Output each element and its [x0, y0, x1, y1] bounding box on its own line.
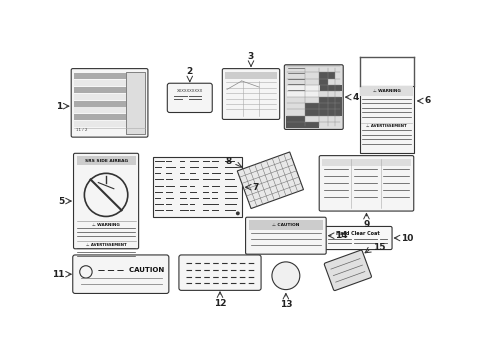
FancyBboxPatch shape: [245, 217, 325, 254]
FancyBboxPatch shape: [152, 157, 241, 217]
Text: 11: 11: [52, 270, 64, 279]
Bar: [248, 220, 323, 230]
Circle shape: [235, 211, 239, 215]
Text: 11 / 2: 11 / 2: [76, 128, 87, 132]
Bar: [327, 72, 334, 78]
Text: 14: 14: [335, 231, 347, 240]
Text: 4: 4: [352, 93, 358, 102]
Circle shape: [271, 262, 299, 289]
Bar: [74, 107, 125, 113]
Bar: [319, 97, 341, 103]
Text: 1: 1: [56, 102, 62, 111]
Bar: [285, 122, 319, 128]
Text: ⚠ AVERTISSEMENT: ⚠ AVERTISSEMENT: [366, 124, 406, 129]
Text: 6: 6: [424, 96, 430, 105]
Text: 13: 13: [279, 300, 291, 309]
Text: SRS SIDE AIRBAG: SRS SIDE AIRBAG: [84, 159, 127, 163]
Text: ⚠ CAUTION: ⚠ CAUTION: [272, 223, 299, 227]
Text: ⚠ AVERTISSEMENT: ⚠ AVERTISSEMENT: [85, 243, 126, 247]
FancyBboxPatch shape: [284, 65, 343, 130]
Bar: [74, 80, 125, 86]
Text: XXXXXXXXXX: XXXXXXXXXX: [176, 89, 203, 93]
FancyBboxPatch shape: [167, 83, 212, 112]
Bar: [225, 72, 276, 80]
Text: 3: 3: [247, 52, 254, 61]
Text: 15: 15: [372, 243, 385, 252]
Bar: [322, 159, 410, 166]
FancyBboxPatch shape: [222, 69, 279, 120]
Bar: [287, 85, 319, 97]
Bar: [319, 85, 341, 91]
Bar: [74, 121, 125, 127]
Text: ⚠ WARNING: ⚠ WARNING: [372, 89, 400, 93]
FancyBboxPatch shape: [71, 69, 148, 137]
Text: Hard Clear Coat: Hard Clear Coat: [335, 231, 379, 236]
Bar: [74, 87, 125, 93]
Bar: [285, 116, 305, 122]
Bar: [74, 114, 125, 120]
Text: 12: 12: [213, 299, 226, 308]
Text: 7: 7: [252, 183, 258, 192]
Bar: [125, 72, 144, 134]
FancyBboxPatch shape: [324, 250, 371, 291]
Text: ⚠ WARNING: ⚠ WARNING: [92, 223, 120, 227]
FancyBboxPatch shape: [73, 153, 138, 249]
Text: — — —  CAUTION: — — — CAUTION: [98, 267, 164, 273]
Bar: [319, 72, 327, 78]
FancyBboxPatch shape: [73, 255, 168, 293]
Bar: [74, 94, 125, 100]
FancyBboxPatch shape: [319, 156, 413, 211]
Bar: [360, 86, 412, 96]
FancyBboxPatch shape: [323, 226, 391, 249]
Text: 5: 5: [58, 197, 64, 206]
Bar: [305, 103, 341, 109]
Bar: [77, 156, 135, 165]
Text: 9: 9: [363, 220, 369, 229]
Text: 2: 2: [186, 67, 192, 76]
FancyBboxPatch shape: [179, 255, 261, 291]
Bar: [74, 100, 125, 107]
FancyBboxPatch shape: [359, 86, 413, 153]
Text: 8: 8: [225, 157, 231, 166]
Bar: [237, 152, 303, 208]
Text: 10: 10: [401, 234, 413, 243]
Bar: [305, 109, 341, 116]
Bar: [74, 73, 125, 79]
Bar: [319, 78, 327, 85]
